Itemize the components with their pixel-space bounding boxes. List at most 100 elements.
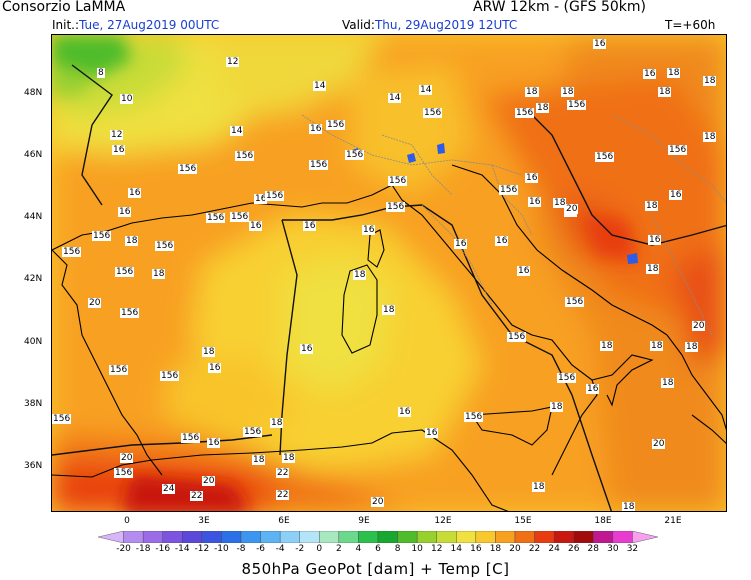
map-label: 156 [345,150,365,160]
lon-label-12e: 12E [434,516,452,526]
map-label: 16 [398,407,412,417]
map-label: 156 [206,213,226,223]
map-label: 16 [128,188,142,198]
map-label: 18 [703,132,717,142]
map-label: 16 [495,236,509,246]
color-scale-swatch [182,531,203,543]
map-label: 20 [652,439,666,449]
map-label: 156 [92,231,112,241]
lon-label-15e: 15E [514,516,532,526]
lon-label-9e: 9E [358,516,370,526]
color-scale-label: 32 [626,544,639,554]
valid-label: Valid: [342,18,375,32]
color-scale-swatch [553,531,574,543]
map-label: 16 [643,69,657,79]
color-scale-label: -18 [135,544,151,554]
color-scale-swatch [397,531,418,543]
map-label: 16 [425,428,439,438]
map-label: 18 [658,87,672,97]
map-label: 156 [265,191,285,201]
lat-label-46n: 46N [24,150,43,160]
map-label: 18 [353,270,367,280]
map-label: 20 [371,497,385,507]
color-scale-label: 12 [430,544,443,554]
map-label: 156 [109,365,129,375]
map-label: 24 [162,484,176,494]
map-label: 8 [97,68,105,78]
map-label: 16 [309,124,323,134]
lon-label-18e: 18E [594,516,612,526]
map-label: 20 [692,321,706,331]
map-label: 16 [249,221,263,231]
lat-label-36n: 36N [24,461,43,471]
map-label: 18 [252,455,266,465]
map-label: 16 [112,145,126,155]
map-label: 16 [517,266,531,276]
color-scale-label: -4 [275,544,285,554]
map-label: 20 [120,453,134,463]
color-scale-label: -16 [155,544,171,554]
figure-title: 850hPa GeoPot [dam] + Temp [C] [241,560,510,578]
color-scale-swatch [416,531,437,543]
model-title: ARW 12km - (GFS 50km) [473,0,647,15]
map-label: 18 [382,305,396,315]
color-scale-swatch [123,531,144,543]
map-label: 18 [282,453,296,463]
map-label: 156 [388,176,408,186]
map-label: 156 [235,151,255,161]
map-label: 156 [115,267,135,277]
map-label: 18 [561,87,575,97]
lat-label-48n: 48N [24,88,43,98]
color-scale-swatch [299,531,320,543]
color-scale-label: 4 [355,544,362,554]
map-label: 12 [226,57,240,67]
color-scale-swatch [319,531,340,543]
lat-label-40n: 40N [24,337,43,347]
map-label: 22 [276,490,290,500]
color-scale-swatch [612,531,633,543]
map-label: 16 [300,344,314,354]
color-scale-swatch [260,531,281,543]
color-scale-label: -12 [194,544,210,554]
map-label: 20 [565,204,579,214]
map-label: 156 [595,152,615,162]
color-scale-swatch [201,531,222,543]
map-label: 18 [270,418,284,428]
map-label: 156 [52,414,72,424]
map-label: 156 [565,297,585,307]
color-scale-label: 2 [335,544,342,554]
map-label: 14 [419,85,433,95]
color-scale [98,531,658,543]
lon-label-6e: 6E [278,516,290,526]
map-label: 16 [648,235,662,245]
color-scale-swatch [142,531,163,543]
color-scale-label: -14 [174,544,190,554]
color-scale-label: 6 [375,544,381,554]
map-label: 156 [62,247,82,257]
forecast-step: T=+60h [665,18,716,32]
map-label: 18 [532,482,546,492]
color-scale-swatch [475,531,496,543]
map-label: 20 [88,298,102,308]
map-label: 14 [313,81,327,91]
color-scale-swatch [573,531,594,543]
forecast-map: 8 12 10 14 12 14 14 14 156 16 156 156 15… [51,34,727,512]
map-label: 22 [276,468,290,478]
map-label: 20 [202,476,216,486]
color-scale-swatch [338,531,359,543]
color-scale-swatch [279,531,300,543]
color-scale-swatch [162,531,183,543]
source-title: Consorzio LaMMA [2,0,126,15]
color-scale-label: 20 [509,544,521,554]
map-label: 12 [110,130,124,140]
map-label: 156 [309,160,329,170]
map-label: 16 [669,190,683,200]
color-scale-label: 16 [470,544,482,554]
color-scale-swatch [593,531,614,543]
map-label: 18 [553,198,567,208]
map-label: 156 [515,108,535,118]
color-scale-label: 0 [316,544,323,554]
geopotential-contours [52,64,726,511]
map-label: 156 [160,371,180,381]
map-label: 16 [593,39,607,49]
